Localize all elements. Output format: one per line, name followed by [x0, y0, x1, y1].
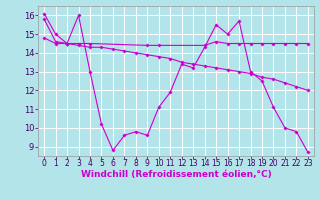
X-axis label: Windchill (Refroidissement éolien,°C): Windchill (Refroidissement éolien,°C): [81, 170, 271, 179]
